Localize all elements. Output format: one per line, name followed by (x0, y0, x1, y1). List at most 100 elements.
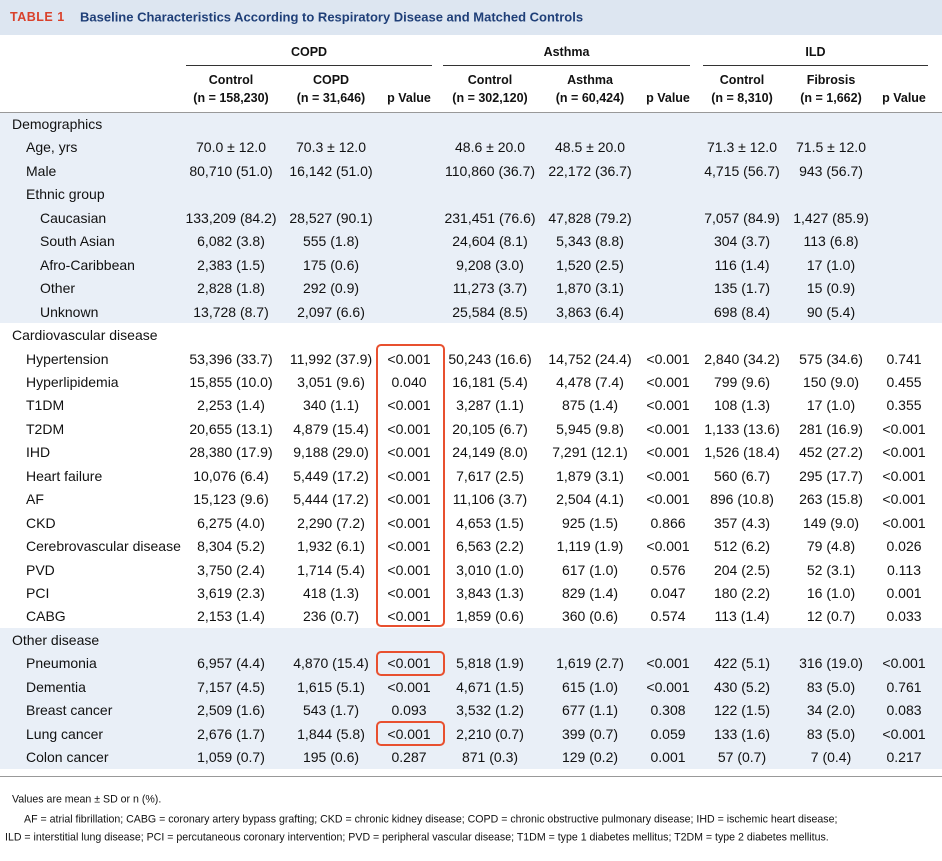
row-label: Lung cancer (26, 725, 104, 742)
cell: 236 (0.7) (302, 608, 360, 625)
cell: 543 (1.7) (302, 702, 360, 719)
cell: 11,273 (3.7) (452, 280, 528, 297)
cell: 122 (1.5) (713, 702, 771, 719)
cell: 0.026 (886, 538, 922, 555)
row-label: Pneumonia (26, 655, 97, 672)
column-n: (n = 302,120) (452, 90, 528, 105)
cell: <0.001 (646, 373, 690, 390)
cell: 399 (0.7) (561, 725, 619, 742)
cell: 0.308 (650, 702, 686, 719)
cell: <0.001 (387, 397, 431, 414)
column-n: (n = 1,662) (800, 90, 862, 105)
cell: 2,253 (1.4) (197, 397, 265, 414)
cell: 16,142 (51.0) (289, 162, 373, 179)
cell: 113 (1.4) (714, 608, 770, 625)
cell: 316 (19.0) (799, 655, 863, 672)
column-n: (n = 158,230) (193, 90, 269, 105)
row-label: CABG (26, 608, 66, 625)
section-title: Demographics (12, 116, 103, 132)
cell: 28,527 (90.1) (289, 209, 373, 226)
row-label: Hyperlipidemia (26, 373, 119, 390)
cell: <0.001 (882, 491, 926, 508)
cell: 57 (0.7) (717, 749, 767, 766)
cell: <0.001 (646, 678, 690, 695)
column-n: (n = 8,310) (711, 90, 773, 105)
cell: 25,584 (8.5) (452, 303, 528, 320)
cell: 418 (1.3) (302, 585, 360, 601)
cell: 47,828 (79.2) (548, 209, 632, 226)
footnote: AF = atrial fibrillation; CABG = coronar… (24, 813, 838, 826)
cell: 2,210 (0.7) (456, 725, 524, 742)
cell: 943 (56.7) (799, 162, 863, 179)
cell: 116 (1.4) (714, 256, 770, 273)
cell: 22,172 (36.7) (548, 162, 632, 179)
cell: <0.001 (387, 608, 431, 625)
cell: 0.217 (886, 749, 922, 766)
cell: 512 (6.2) (713, 538, 771, 555)
header-rule (0, 112, 942, 113)
row-label: Heart failure (26, 467, 103, 484)
cell: <0.001 (882, 444, 926, 461)
cell: 2,504 (4.1) (556, 491, 624, 508)
title-bar (0, 0, 942, 35)
cell: 15,855 (10.0) (189, 373, 273, 390)
cell: 83 (5.0) (806, 678, 856, 695)
highlight-box (376, 721, 445, 746)
row-label: IHD (26, 444, 51, 461)
cell: 1,427 (85.9) (793, 209, 869, 226)
cell: 83 (5.0) (806, 725, 856, 742)
cell: 53,396 (33.7) (189, 350, 273, 367)
cell: 13,728 (8.7) (193, 303, 269, 320)
cell: 71.5 ± 12.0 (796, 139, 866, 156)
cell: <0.001 (882, 514, 926, 531)
cell: 5,818 (1.9) (456, 655, 524, 672)
cell: 0.059 (650, 725, 686, 742)
row-label: Cerebrovascular disease (26, 538, 181, 555)
cell: 1,520 (2.5) (556, 256, 624, 273)
cell: 925 (1.5) (561, 514, 619, 531)
cell: 263 (15.8) (799, 491, 863, 508)
cell: <0.001 (387, 585, 431, 601)
cell: 1,119 (1.9) (556, 538, 624, 555)
cell: 0.287 (391, 749, 427, 766)
cell: 2,153 (1.4) (197, 608, 265, 625)
cell: <0.001 (387, 561, 431, 578)
cell: 4,478 (7.4) (556, 373, 624, 390)
cell: 799 (9.6) (713, 373, 771, 390)
group-header: Asthma (543, 44, 590, 59)
cell: 204 (2.5) (713, 561, 771, 578)
highlight-box (376, 651, 445, 676)
cell: <0.001 (387, 491, 431, 508)
cell: 304 (3.7) (713, 233, 771, 250)
cell: 1,133 (13.6) (704, 420, 780, 437)
cell: 80,710 (51.0) (189, 162, 273, 179)
cell: 0.001 (886, 585, 922, 601)
cell: 555 (1.8) (302, 233, 360, 250)
cell: 50,243 (16.6) (448, 350, 532, 367)
row-label: T2DM (26, 420, 65, 437)
footnote: ILD = interstitial lung disease; PCI = p… (5, 831, 829, 844)
column-header: Control (467, 72, 513, 87)
cell: 2,840 (34.2) (704, 350, 780, 367)
cell: 1,615 (5.1) (297, 678, 365, 695)
column-header: p Value (387, 90, 431, 105)
column-n: (n = 31,646) (296, 90, 366, 105)
cell: 7 (0.4) (810, 749, 852, 766)
cell: 0.113 (887, 561, 921, 578)
cell: 108 (1.3) (713, 397, 771, 414)
cell: 871 (0.3) (461, 749, 519, 766)
group-header: ILD (805, 44, 826, 59)
cell: 875 (1.4) (561, 397, 619, 414)
cell: 113 (6.8) (803, 233, 859, 250)
row-label: Breast cancer (26, 702, 113, 719)
cell: 17 (1.0) (806, 256, 856, 273)
cell: 2,509 (1.6) (197, 702, 265, 719)
cell: 5,444 (17.2) (293, 491, 369, 508)
cell: <0.001 (646, 420, 690, 437)
cell: 452 (27.2) (799, 444, 863, 461)
cell: <0.001 (646, 350, 690, 367)
cell: 10,076 (6.4) (193, 467, 269, 484)
cell: 133 (1.6) (713, 725, 771, 742)
cell: 70.0 ± 12.0 (196, 139, 266, 156)
cell: 292 (0.9) (302, 280, 360, 297)
